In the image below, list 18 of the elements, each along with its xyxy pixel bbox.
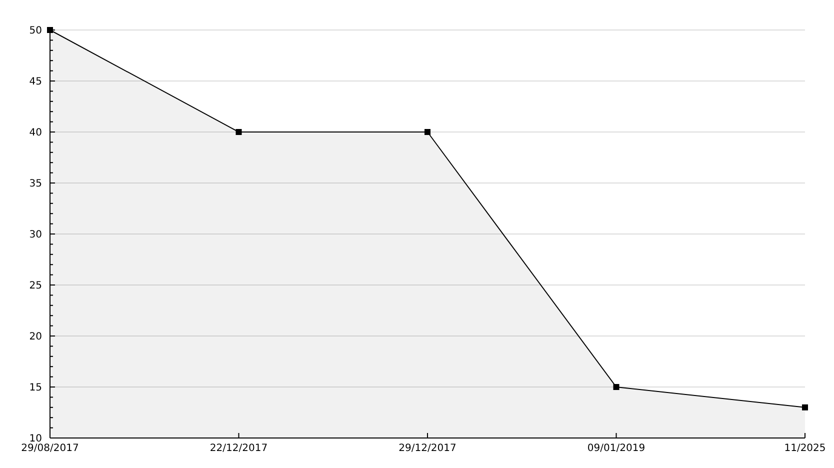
x-tick-label: 29/12/2017	[398, 443, 456, 454]
point	[802, 404, 808, 410]
point	[613, 384, 620, 390]
x-tick-label: 22/12/2017	[210, 443, 268, 454]
x-tick-label: 29/08/2017	[21, 443, 79, 454]
y-tick-label: 30	[29, 230, 42, 240]
y-tick-label: 50	[29, 26, 42, 36]
y-tick-label: 20	[29, 332, 42, 342]
y-tick-label: 45	[29, 76, 42, 88]
y-tick-label: 35	[29, 178, 42, 190]
point	[236, 129, 242, 135]
y-tick-label: 10	[29, 434, 42, 444]
point	[424, 129, 430, 135]
x-tick-label: 09/01/2019	[587, 443, 646, 454]
y-tick-label: 40	[29, 128, 42, 138]
y-tick-label: 25	[29, 280, 42, 292]
x-tick-label: 11/2025	[784, 443, 826, 454]
y-tick-label: 15	[29, 382, 42, 394]
